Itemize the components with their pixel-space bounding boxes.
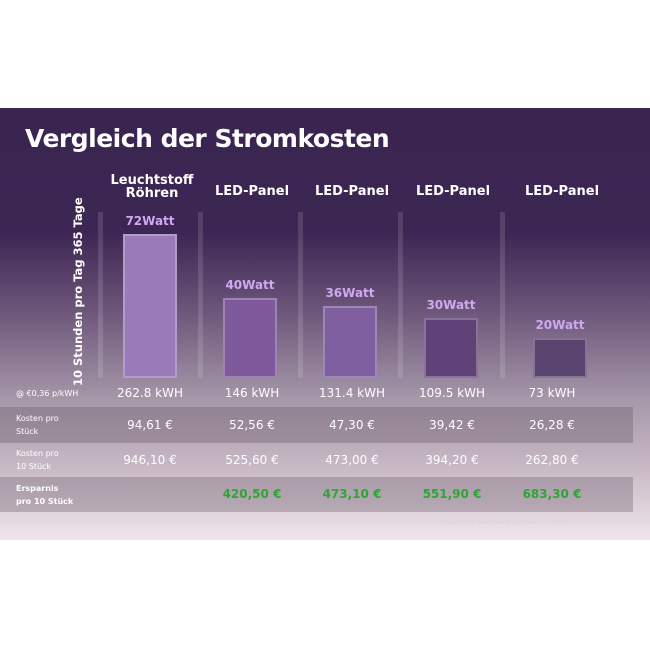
table-cell: 262.8 kWH xyxy=(116,386,183,400)
table-cell: 551,90 € xyxy=(422,487,482,501)
table-cell: 94,61 € xyxy=(127,417,173,432)
bar-value-label: 20Watt xyxy=(535,318,585,332)
table-row: Kosten pro 10 Stück 946,10 € 525,60 € 473,00… xyxy=(0,443,633,477)
column-separator xyxy=(298,212,303,378)
table-cell: 946,10 € xyxy=(123,452,177,467)
row-label-line: Kosten pro xyxy=(16,449,59,458)
table-cell: 525,60 € xyxy=(225,452,279,467)
table-row: @ €0,36 p/kWH 262.8 kWH 146 kWH 131.4 kWH 10… xyxy=(0,384,633,402)
row-label-line: pro 10 Stück xyxy=(16,496,74,506)
table-cell: 146 kWH xyxy=(224,386,280,400)
bar xyxy=(424,318,478,378)
bar xyxy=(223,298,277,378)
table-cell: 683,30 € xyxy=(522,487,582,501)
row-label-line: Stück xyxy=(16,427,39,436)
axis-label: 10 Stunden pro Tag 365 Tage xyxy=(71,197,85,386)
bar xyxy=(323,306,377,378)
page-title: Vergleich der Stromkosten xyxy=(25,124,390,153)
table-cell: 473,00 € xyxy=(325,452,379,467)
bar xyxy=(533,338,587,378)
table-cell: 262,80 € xyxy=(525,452,579,467)
row-label: @ €0,36 p/kWH xyxy=(16,387,78,400)
table-cell: 131.4 kWH xyxy=(318,386,385,400)
table-row: Kosten pro Stück 94,61 € 52,56 € 47,30 € 39,4… xyxy=(0,407,633,443)
row-label-line: @ €0,36 p/kWH xyxy=(16,389,79,398)
row-label: Ersparnis pro 10 Stück xyxy=(16,482,73,508)
row-label-line: Ersparnis xyxy=(16,483,59,493)
category-label: LED-Panel xyxy=(214,184,290,199)
table-cell: 73 kWH xyxy=(528,386,576,400)
row-label-line: Kosten pro xyxy=(16,414,59,423)
row-label-line: 10 Stück xyxy=(16,462,52,471)
category-label: Leuchtstoff Röhren xyxy=(110,173,194,201)
infographic-panel: Vergleich der Stromkosten 10 Stunden pro… xyxy=(0,108,650,540)
footnote: *Basierend auf Energiepreisen 05-2024 xyxy=(440,518,569,526)
column-separator xyxy=(198,212,203,378)
table-cell: 473,10 € xyxy=(322,487,382,501)
table-cell: 109.5 kWH xyxy=(418,386,485,400)
column-separator xyxy=(398,212,403,378)
category-label: LED-Panel xyxy=(524,184,600,199)
bar-value-label: 72Watt xyxy=(125,214,175,228)
bar-value-label: 36Watt xyxy=(325,286,375,300)
column-separator xyxy=(98,212,103,378)
category-label: LED-Panel xyxy=(314,184,390,199)
row-label: Kosten pro Stück xyxy=(16,412,59,438)
table-cell: 420,50 € xyxy=(222,487,282,501)
table-cell: 39,42 € xyxy=(429,417,475,432)
bar-value-label: 40Watt xyxy=(225,278,275,292)
table-cell: 52,56 € xyxy=(229,417,275,432)
table-cell: 26,28 € xyxy=(529,417,575,432)
column-separator xyxy=(500,212,505,378)
bar-value-label: 30Watt xyxy=(426,298,476,312)
table-row: Ersparnis pro 10 Stück 420,50 € 473,10 € 551… xyxy=(0,477,633,512)
row-label: Kosten pro 10 Stück xyxy=(16,447,59,473)
bar xyxy=(123,234,177,378)
table-cell: 47,30 € xyxy=(329,417,375,432)
table-cell: 394,20 € xyxy=(425,452,479,467)
category-label: LED-Panel xyxy=(415,184,491,199)
